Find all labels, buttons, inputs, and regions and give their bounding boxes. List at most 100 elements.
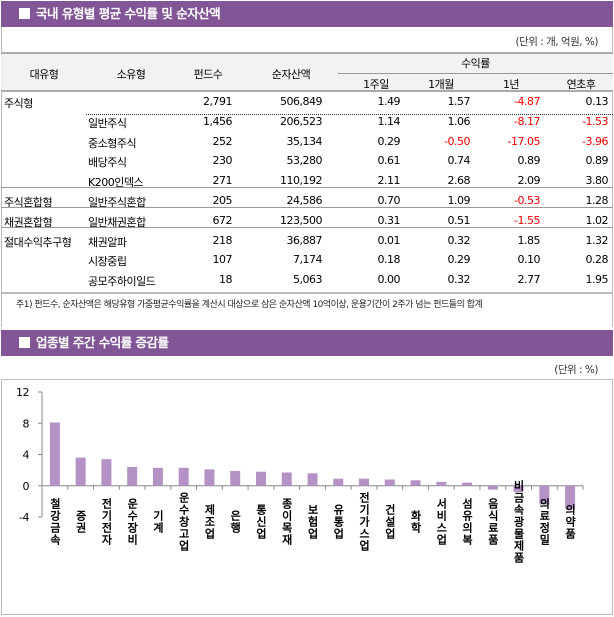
square-bullet-icon	[19, 337, 30, 348]
cell-funds: 252	[212, 134, 233, 148]
bar-통신업	[255, 471, 266, 486]
bar-유통업	[333, 478, 344, 486]
cell-funds: 218	[212, 233, 233, 247]
cell-y1: 2.09	[517, 174, 541, 188]
cell-ytd: 1.28	[585, 194, 609, 207]
bar-건설업	[384, 479, 395, 486]
cell-minor: 공모주하이일드	[88, 275, 156, 289]
cell-m1: 2.68	[447, 174, 471, 188]
cell-funds: 1,456	[203, 114, 233, 128]
cell-minor: 일반주식혼합	[88, 196, 146, 209]
cell-ytd: 1.32	[585, 233, 609, 247]
row-separator	[1, 227, 613, 228]
chart-frame	[1, 379, 613, 615]
cell-funds: 672	[212, 213, 233, 227]
cell-w1: 0.18	[377, 253, 401, 267]
cell-funds: 2,791	[203, 95, 233, 108]
cell-ytd: 1.95	[585, 273, 609, 287]
bar-운수창고업	[178, 467, 189, 486]
cell-m1: 1.09	[447, 194, 471, 207]
x-tick-label: 섬유의복	[461, 497, 474, 546]
cell-m1: 1.57	[447, 95, 471, 108]
x-tick-label: 의료정밀	[538, 497, 551, 546]
x-tick-label: 종이목재	[280, 498, 293, 546]
cell-m1: 0.29	[447, 253, 471, 267]
cell-minor: 일반채권혼합	[88, 215, 146, 229]
cell-major: 주식혼합형	[4, 196, 53, 209]
cell-assets: 206,523	[280, 114, 323, 128]
table-unit: (단위 : 개, 억원, %)	[515, 36, 598, 48]
x-tick-label: 비금속광물제품	[512, 479, 525, 564]
cell-y1: 0.10	[517, 253, 541, 267]
x-tick-label: 보험업	[306, 504, 319, 540]
th-funds: 펀드수	[193, 68, 223, 81]
cell-assets: 110,192	[280, 174, 323, 188]
bar-철강금속	[49, 422, 60, 486]
cell-assets: 123,500	[280, 213, 323, 227]
bar-운수장비	[127, 467, 138, 486]
x-tick-label: 기계	[151, 509, 164, 534]
bar-전기가스업	[359, 478, 370, 486]
bar-음식료품	[487, 485, 498, 490]
cell-w1: 0.29	[377, 134, 401, 148]
header-divider	[338, 73, 613, 74]
cell-ytd: 3.80	[585, 174, 609, 188]
bar-제조업	[204, 469, 215, 486]
row-separator	[1, 207, 613, 208]
bar-전기전자	[101, 459, 112, 486]
chart-unit: (단위 : %)	[554, 364, 598, 376]
cell-assets: 36,887	[286, 233, 323, 247]
cell-funds: 271	[212, 174, 233, 188]
x-tick-label: 통신업	[254, 504, 267, 540]
x-tick-label: 서비스업	[435, 497, 448, 546]
row-separator	[86, 114, 613, 115]
table-header: 대유형 소유형 펀드수 순자산액 수익률 1주일 1개월 1년 연초후	[1, 52, 613, 92]
cell-assets: 506,849	[280, 95, 323, 108]
x-tick-label: 운수창고업	[177, 492, 190, 552]
cell-funds: 107	[212, 253, 233, 267]
cell-funds: 205	[212, 194, 233, 207]
cell-w1: 2.11	[377, 174, 401, 188]
cell-w1: 0.61	[377, 154, 401, 168]
x-tick-label: 전기가스업	[358, 491, 371, 552]
section1-title: 국내 유형별 평균 수익률 및 순자산액	[36, 6, 221, 21]
bar-의약품	[565, 485, 576, 510]
bar-섬유의복	[462, 482, 473, 486]
bar-은행	[230, 470, 241, 486]
cell-w1: 1.49	[377, 95, 401, 108]
y-tick-label: 0	[23, 480, 30, 493]
cell-minor: K200인덱스	[88, 176, 144, 190]
cell-funds: 230	[212, 154, 233, 168]
cell-assets: 5,063	[293, 273, 323, 287]
cell-minor: 시장중립	[88, 255, 127, 269]
cell-assets: 7,174	[293, 253, 323, 267]
x-tick-label: 제조업	[203, 503, 216, 540]
cell-ytd: -1.53	[582, 114, 608, 128]
cell-ytd: 0.13	[585, 95, 609, 108]
cell-ytd: 1.02	[585, 213, 609, 227]
bar-서비스업	[436, 481, 447, 486]
cell-y1: 0.89	[517, 154, 541, 168]
cell-w1: 0.00	[377, 273, 401, 287]
cell-y1: -0.53	[514, 194, 540, 207]
cell-y1: -8.17	[514, 114, 540, 128]
bar-기계	[152, 467, 163, 486]
cell-w1: 0.31	[377, 213, 401, 227]
y-tick-label: 8	[23, 417, 30, 430]
th-returns: 수익률	[461, 57, 490, 70]
x-tick-label: 은행	[229, 510, 242, 534]
cell-ytd: 0.89	[585, 154, 609, 168]
cell-y1: -17.05	[507, 134, 541, 148]
y-tick-label: 12	[16, 386, 29, 399]
x-tick-label: 운수장비	[126, 498, 139, 546]
th-1month: 1개월	[428, 78, 454, 91]
cell-m1: 0.32	[447, 233, 471, 247]
cell-major: 주식형	[4, 97, 33, 110]
cell-assets: 24,586	[286, 194, 323, 207]
bar-화학	[410, 480, 421, 486]
bar-종이목재	[281, 472, 292, 486]
table-bottom-rule	[1, 292, 613, 294]
x-tick-label: 건설업	[383, 503, 396, 540]
cell-ytd: -3.96	[582, 134, 608, 148]
